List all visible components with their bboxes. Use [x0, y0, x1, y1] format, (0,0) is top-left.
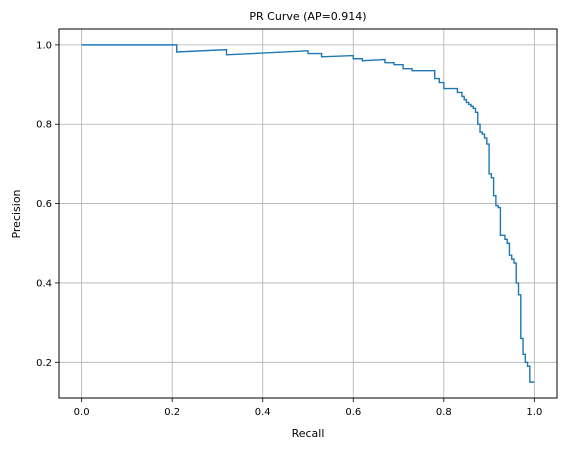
x-tick-label: 0.2: [164, 407, 180, 418]
pr-curve-line: [81, 44, 535, 383]
y-tick-label: 1.0: [36, 40, 52, 51]
y-tick-label: 0.4: [36, 278, 52, 289]
y-axis-ticks: 0.2 0.4 0.6 0.8 1.0: [36, 40, 59, 369]
x-axis-ticks: 0.0 0.2 0.4 0.6 0.8 1.0: [74, 398, 542, 418]
plot-frame: [58, 28, 558, 399]
chart-title: PR Curve (AP=0.914): [249, 10, 366, 23]
x-tick-label: 1.0: [526, 407, 542, 418]
y-tick-label: 0.2: [36, 358, 52, 369]
y-tick-label: 0.8: [36, 120, 52, 131]
plot-area: [81, 44, 535, 383]
x-tick-label: 0.8: [436, 407, 452, 418]
y-axis-label: Precision: [10, 189, 23, 238]
grid-lines: [59, 29, 557, 398]
x-tick-label: 0.6: [345, 407, 361, 418]
x-tick-label: 0.4: [255, 407, 271, 418]
y-tick-label: 0.6: [36, 199, 52, 210]
x-axis-label: Recall: [292, 427, 325, 440]
x-tick-label: 0.0: [74, 407, 90, 418]
